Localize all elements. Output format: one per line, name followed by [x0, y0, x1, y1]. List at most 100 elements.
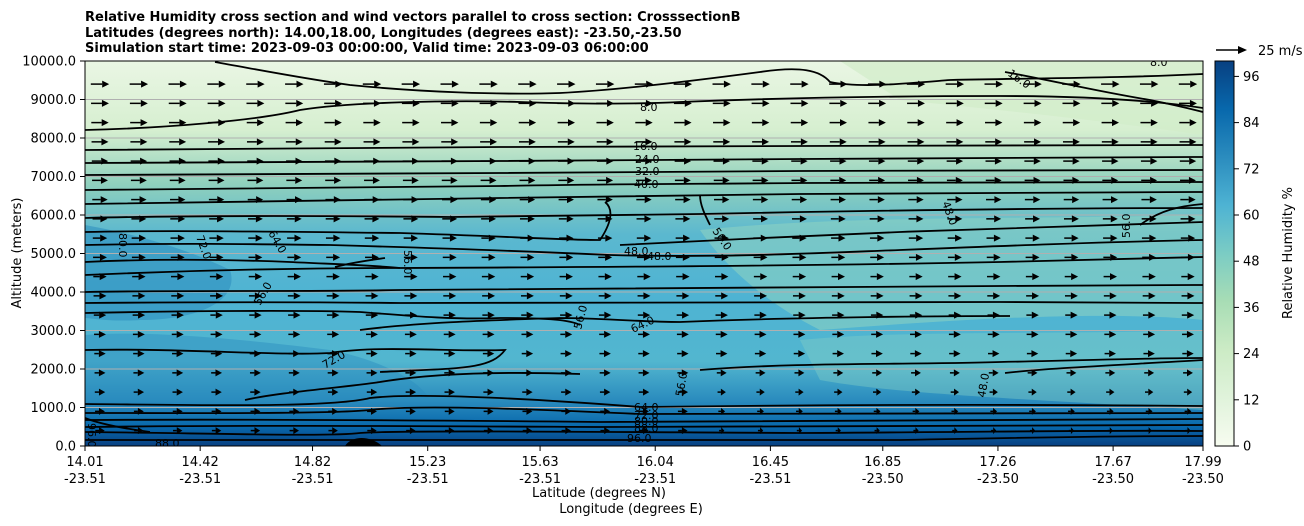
wind-arrow-head [953, 350, 961, 358]
wind-arrow-head [100, 196, 108, 204]
wind-arrow-head [487, 330, 495, 338]
wind-arrow-head [371, 273, 379, 281]
wind-arrow-head [1112, 99, 1120, 107]
wind-arrow-head [1151, 80, 1159, 88]
wind-arrow-head [992, 350, 1000, 358]
wind-arrow-head [837, 273, 845, 281]
wind-arrow-head [528, 176, 536, 184]
wind-arrow-head [332, 330, 340, 338]
wind-arrow-head [295, 119, 303, 127]
wind-arrow-head [332, 369, 339, 377]
wind-arrow-head [487, 388, 494, 396]
wind-arrow-head [179, 80, 187, 88]
wind-arrow-head [683, 234, 691, 242]
wind-arrow-head [954, 273, 962, 281]
wind-arrow-head [333, 215, 341, 223]
y-tick-label: 4000.0 [31, 286, 77, 301]
wind-arrow-head [720, 330, 728, 338]
contour-line [85, 191, 1203, 205]
wind-arrow-head [567, 138, 575, 146]
plot-area: 8.0 16.0 24.0 32.0 40.0 48.0 48.0 48.0 4… [85, 61, 1203, 446]
wind-arrow-head [216, 292, 224, 300]
wind-arrow-head [451, 138, 459, 146]
wind-arrow-head [1111, 157, 1119, 165]
wind-arrow-head [565, 350, 572, 358]
wind-arrow-head [257, 99, 265, 107]
contour-label-56: 56.0 [673, 371, 690, 397]
wind-arrow-head [1189, 138, 1197, 146]
wind-arrow-head [370, 388, 378, 396]
wind-arrow-head [993, 234, 1001, 242]
wind-arrow-head [606, 138, 614, 146]
contour-line [214, 61, 1203, 95]
wind-arrow-head [255, 253, 263, 261]
wind-arrow-head [527, 253, 535, 261]
wind-arrow-head [179, 119, 187, 127]
wind-arrow-head [218, 80, 226, 88]
wind-arrow-head [995, 99, 1003, 107]
wind-arrow-head [916, 215, 924, 223]
wind-arrow-head [759, 330, 767, 338]
wind-arrow-head [1071, 215, 1079, 223]
contour-line [85, 394, 1203, 408]
x-axis: 14.01 -23.51 14.42 -23.51 14.82 -23.51 15.23 -2… [64, 446, 1224, 487]
wind-arrow-head [1110, 215, 1118, 223]
x-tick-label-lat: 16.04 [637, 455, 674, 470]
wind-arrow-head [876, 369, 883, 377]
wind-arrow-head [294, 253, 302, 261]
wind-arrow-head [876, 292, 884, 300]
wind-arrow-head [99, 253, 107, 261]
wind-arrow-head [1189, 157, 1197, 165]
contour-line [85, 207, 1203, 219]
colorbar-tick-label: 12 [1243, 393, 1260, 408]
wind-arrow-head [801, 119, 809, 127]
wind-arrow-head [642, 350, 650, 358]
quiver-key-label: 25 m/s [1258, 44, 1303, 59]
wind-arrow-head [1033, 215, 1041, 223]
x-tick-label-lat: 17.67 [1095, 455, 1132, 470]
wind-arrow-head [1148, 273, 1156, 281]
wind-arrow-head [1070, 311, 1078, 319]
wind-arrow-head [449, 273, 457, 281]
x-tick-label-lat: 17.99 [1184, 455, 1221, 470]
wind-arrow-head [178, 176, 186, 184]
wind-arrow-head [448, 311, 456, 319]
wind-arrow-head [528, 138, 536, 146]
wind-arrow-head [526, 292, 534, 300]
y-tick-label: 5000.0 [31, 247, 77, 262]
wind-arrow-head [138, 253, 146, 261]
wind-arrow-head [642, 330, 650, 338]
wind-arrow-head [1032, 234, 1040, 242]
wind-arrow-head [683, 196, 691, 204]
wind-arrow-head [410, 311, 418, 319]
wind-arrow-head [994, 215, 1002, 223]
wind-arrow-head [877, 215, 885, 223]
wind-arrow-head [410, 292, 418, 300]
wind-arrow-head [1073, 99, 1081, 107]
wind-arrow-head [293, 330, 301, 338]
wind-arrow-head [1033, 157, 1041, 165]
wind-arrow-head [1148, 369, 1155, 377]
contour-line [244, 372, 581, 401]
wind-arrow-head [176, 330, 184, 338]
wind-arrow-head [526, 311, 534, 319]
wind-arrow-head [606, 119, 614, 127]
wind-arrow-head [840, 99, 848, 107]
x-tick-label-lon: -23.51 [749, 472, 791, 487]
wind-arrow-head [759, 388, 765, 396]
wind-arrow-head [722, 176, 730, 184]
wind-arrow-head [722, 215, 730, 223]
wind-arrow-head [605, 215, 613, 223]
wind-arrow-head [334, 119, 342, 127]
wind-arrow-head [449, 234, 457, 242]
wind-arrow-head [254, 427, 261, 435]
contour-label-96: 96.0 [627, 432, 652, 445]
wind-arrow-head [1187, 388, 1193, 396]
x-tick-label-lat: 14.82 [294, 455, 331, 470]
wind-arrow-head [878, 119, 886, 127]
contour-label-64: 64.0 [634, 401, 659, 414]
wind-arrow-head [800, 196, 808, 204]
wind-arrow-head [1034, 80, 1042, 88]
wind-arrow-head [954, 388, 960, 396]
y-tick-label: 9000.0 [31, 93, 77, 108]
